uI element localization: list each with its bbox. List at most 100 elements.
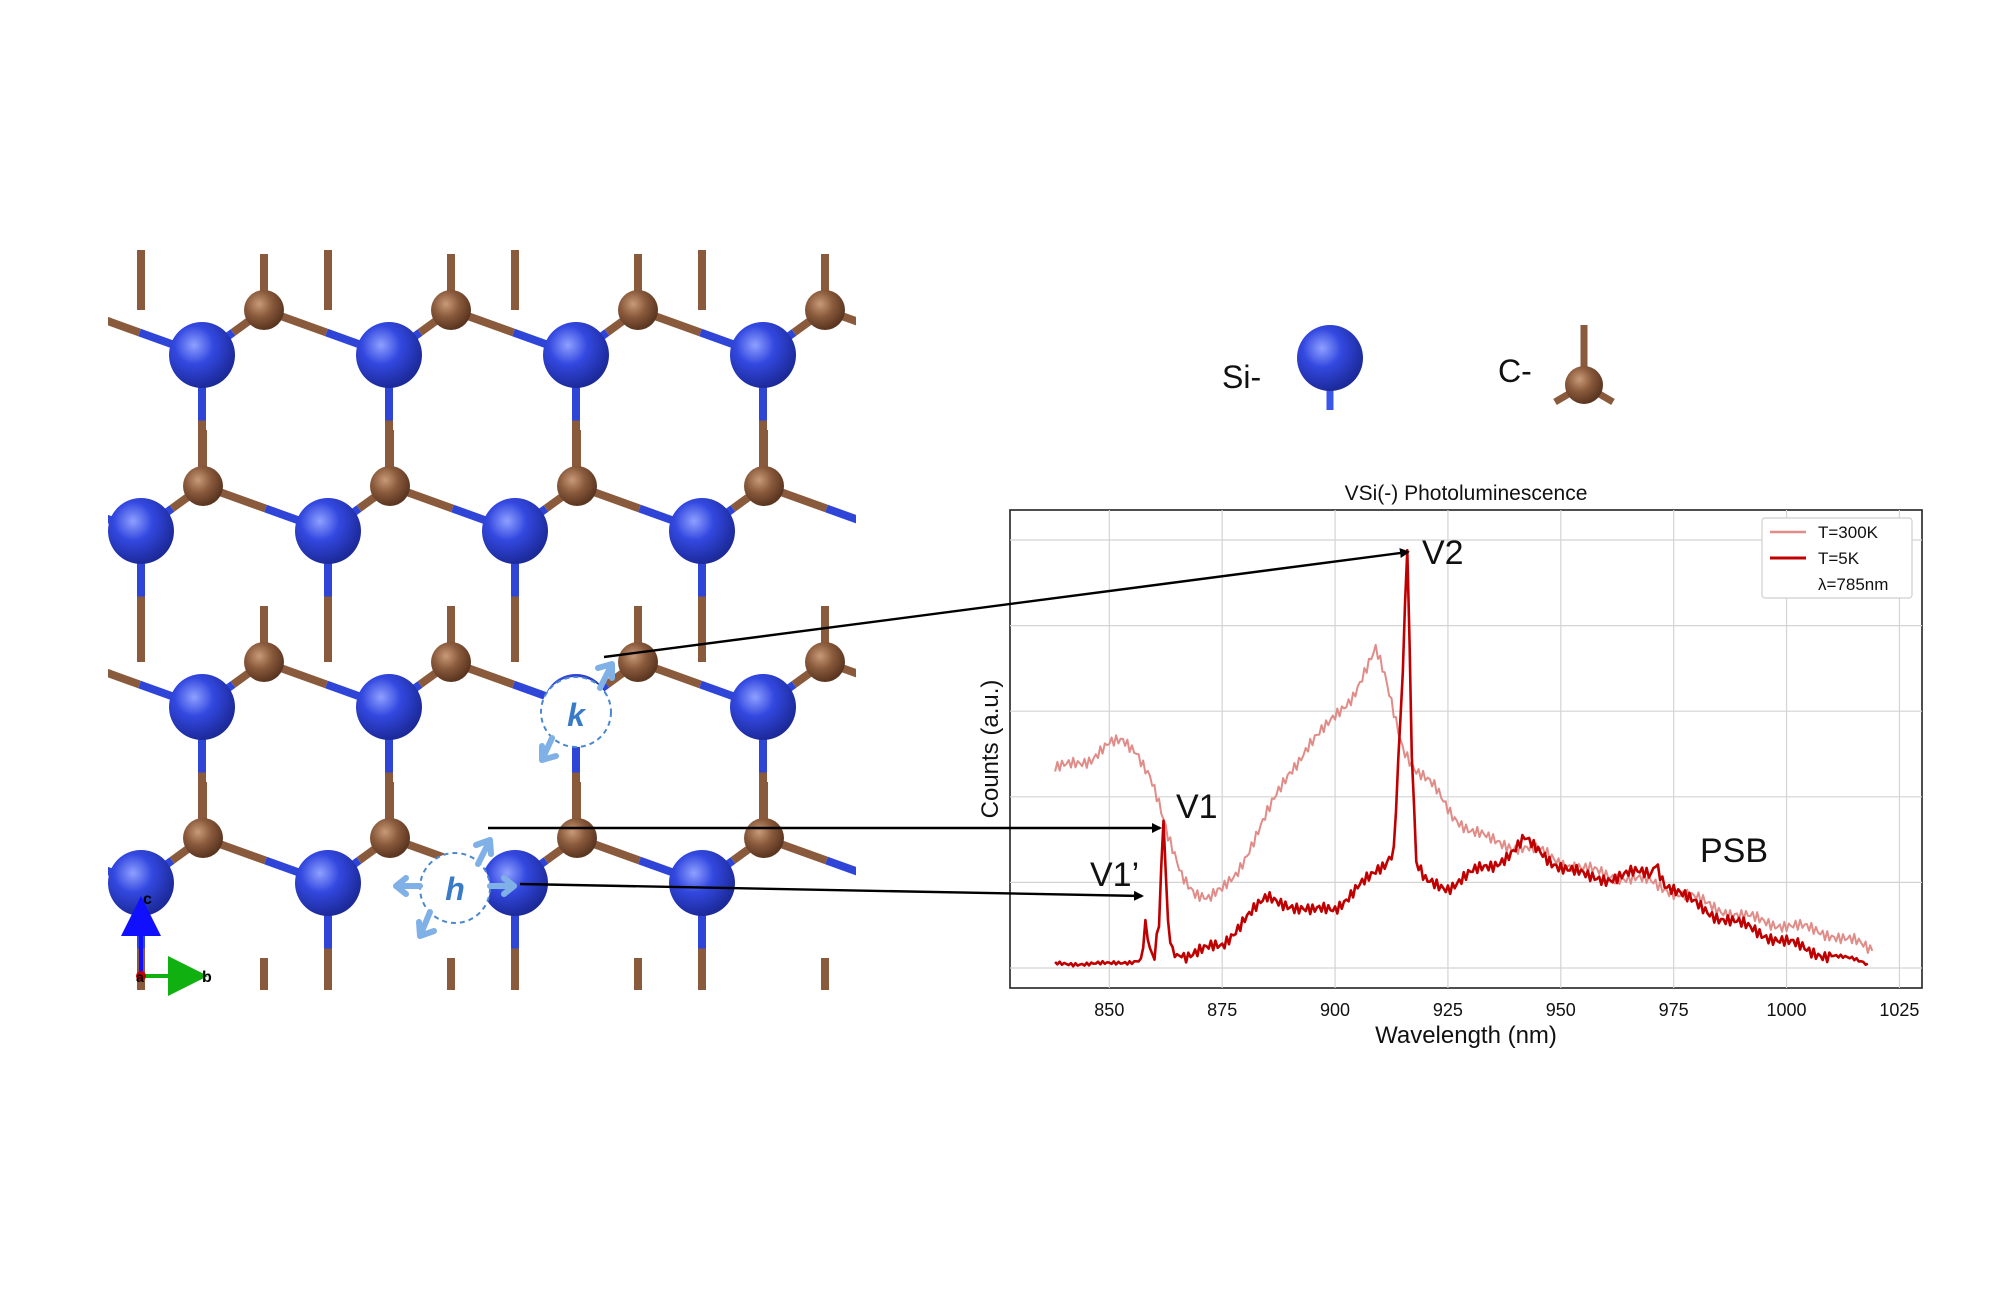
si-legend-label: Si-: [1222, 359, 1261, 395]
silicon-atom: [108, 146, 174, 212]
carbon-atom: [244, 290, 284, 330]
silicon-atom: [295, 146, 361, 212]
bond: [389, 1037, 420, 1060]
bond: [1014, 157, 1077, 180]
carbon-atom: [931, 466, 971, 506]
bond: [1168, 310, 1199, 333]
bond: [825, 504, 856, 524]
bond: [0, 486, 16, 509]
bond: [77, 1014, 140, 1037]
x-tick-labels: 850 875 900 925 950 975 1000 1025: [1094, 1000, 1919, 1020]
silicon-atom: [0, 1026, 48, 1092]
carbon-atom: [805, 290, 845, 330]
bond: [108, 316, 141, 337]
axis-a-label: a: [136, 969, 144, 985]
atom-legend: Si- C-: [1222, 325, 1615, 410]
silicon-atom: [0, 322, 48, 388]
bond: [981, 310, 1012, 333]
y-axis-label: Counts (a.u.): [977, 680, 1004, 819]
arrow-k-to-v2: [603, 548, 1410, 659]
arrow-h-to-v1-prime: [519, 882, 1144, 901]
axis-c-label: c: [143, 891, 152, 908]
bond: [0, 685, 15, 708]
bond: [733, 134, 764, 157]
c-atom-icon: [1553, 325, 1615, 406]
carbon-atom: [992, 994, 1032, 1034]
silicon-atom: [730, 322, 796, 388]
bond: [233, 1014, 264, 1037]
silicon-atom: [543, 322, 609, 388]
site-k-marker: k: [539, 661, 615, 763]
bond: [794, 1014, 825, 1037]
bond: [950, 333, 981, 356]
crystal-axes-indicator: c a b: [121, 891, 212, 996]
carbon-atom: [431, 642, 471, 682]
silicon-atom: [669, 146, 735, 212]
silicon-atom: [730, 674, 796, 740]
series-line-t5k: [1054, 548, 1869, 968]
carbon-atom: [183, 114, 223, 154]
crystal-lattice: [0, 114, 1199, 1092]
bond: [264, 1014, 327, 1037]
bond: [825, 856, 856, 876]
legend-t300: T=300K: [1818, 523, 1879, 542]
bond: [420, 1014, 451, 1037]
silicon-atom: [108, 498, 174, 564]
bond: [140, 1037, 203, 1060]
bond: [1012, 1014, 1075, 1037]
bond: [0, 134, 16, 157]
bond: [0, 1037, 15, 1060]
site-h-label: h: [445, 871, 465, 907]
bond: [607, 1014, 638, 1037]
bond: [1137, 1037, 1168, 1060]
bond: [141, 157, 172, 180]
carbon-atom: [557, 818, 597, 858]
carbon-atom: [183, 818, 223, 858]
silicon-atom: [482, 498, 548, 564]
carbon-atom: [57, 994, 97, 1034]
bond: [889, 861, 920, 884]
site-to-peak-arrows: [488, 548, 1410, 901]
x-tick-label: 950: [1546, 1000, 1576, 1020]
carbon-atom: [0, 818, 36, 858]
carbon-atom: [992, 290, 1032, 330]
carbon-atom: [0, 466, 36, 506]
silicon-atom: [856, 146, 922, 212]
bond: [1076, 157, 1107, 180]
bond: [266, 157, 329, 180]
silicon-atom: [0, 674, 48, 740]
carbon-atom: [431, 290, 471, 330]
bond: [46, 662, 77, 685]
bond: [920, 486, 951, 509]
chart-series: [1054, 548, 1874, 968]
bond: [0, 333, 15, 356]
annotation-v2: V2: [1422, 534, 1464, 572]
bond: [172, 134, 203, 157]
carbon-atom: [57, 290, 97, 330]
bond: [950, 1037, 981, 1060]
bond: [640, 157, 703, 180]
carbon-atom: [244, 642, 284, 682]
bond: [16, 838, 79, 861]
bond: [1107, 486, 1138, 509]
silicon-atom: [856, 498, 922, 564]
bond: [46, 1014, 77, 1037]
carbon-atom: [370, 466, 410, 506]
x-axis-label: Wavelength (nm): [1375, 1022, 1557, 1049]
site-h-marker: h: [393, 837, 517, 939]
bond: [15, 333, 46, 356]
bond: [359, 134, 390, 157]
annotation-psb: PSB: [1700, 832, 1768, 870]
silicon-atom: [295, 498, 361, 564]
carbon-atom: [1118, 466, 1158, 506]
axis-b-label: b: [202, 969, 212, 986]
x-tick-label: 875: [1207, 1000, 1237, 1020]
carbon-atom: [57, 642, 97, 682]
bond: [515, 157, 546, 180]
bond: [576, 1037, 607, 1060]
x-tick-label: 1000: [1767, 1000, 1807, 1020]
bond: [1012, 310, 1075, 333]
bond: [951, 838, 1014, 861]
bond: [951, 486, 1014, 509]
chart-title: VSi(-) Photoluminescence: [1345, 482, 1588, 505]
